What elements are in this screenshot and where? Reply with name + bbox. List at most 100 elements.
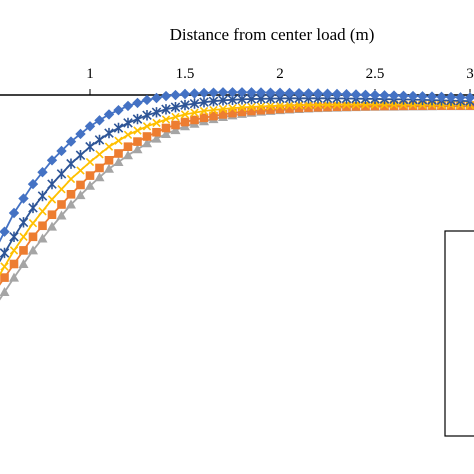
data-point <box>85 180 95 190</box>
data-point <box>76 166 85 175</box>
data-point <box>388 90 400 101</box>
data-point <box>9 246 19 255</box>
data-point <box>350 89 362 100</box>
data-point <box>104 142 114 151</box>
data-point <box>256 102 266 111</box>
data-point <box>161 115 171 124</box>
data-point <box>342 100 351 109</box>
data-point <box>123 142 133 151</box>
series-triangle <box>0 101 474 301</box>
data-point <box>389 101 399 111</box>
data-point <box>342 102 351 111</box>
data-point <box>57 185 66 194</box>
data-point <box>256 105 266 115</box>
data-point <box>180 99 190 111</box>
data-point <box>217 87 229 98</box>
data-point <box>132 144 143 154</box>
data-point <box>293 87 305 99</box>
data-point <box>28 245 38 255</box>
data-point <box>332 100 342 109</box>
data-point <box>199 113 209 123</box>
data-point <box>161 104 171 115</box>
data-point <box>46 155 58 166</box>
data-point <box>294 103 304 113</box>
data-point <box>171 112 180 122</box>
data-point <box>142 138 152 148</box>
data-point <box>19 246 28 255</box>
x-tick-label: 1.5 <box>176 66 195 82</box>
data-point <box>47 210 57 219</box>
data-point <box>228 108 237 118</box>
data-point <box>19 232 28 241</box>
data-point <box>65 136 77 147</box>
data-point <box>38 221 47 231</box>
data-point <box>218 110 228 119</box>
data-point <box>141 94 153 106</box>
data-point <box>332 102 342 112</box>
data-point <box>198 87 210 99</box>
series-diamond <box>0 87 474 251</box>
data-point <box>304 103 313 112</box>
data-point <box>199 96 209 108</box>
data-point <box>190 108 199 117</box>
data-point <box>133 137 142 146</box>
data-point <box>247 102 256 112</box>
data-point <box>114 136 123 145</box>
data-point <box>9 259 19 269</box>
data-point <box>275 104 285 114</box>
data-point <box>151 107 162 118</box>
data-point <box>170 101 181 113</box>
data-point <box>151 133 162 143</box>
data-point <box>303 88 314 99</box>
data-point <box>103 109 115 120</box>
data-point <box>66 158 76 169</box>
data-point <box>151 92 162 104</box>
data-point <box>75 128 86 140</box>
data-point <box>104 163 114 173</box>
data-point <box>75 150 86 161</box>
data-point <box>0 273 9 282</box>
data-point <box>312 88 324 99</box>
data-point <box>94 172 105 182</box>
data-point <box>38 207 47 216</box>
data-point <box>160 90 172 102</box>
data-point <box>114 149 123 158</box>
data-point <box>209 111 218 121</box>
data-point <box>27 178 39 190</box>
data-point <box>398 90 409 101</box>
data-point <box>417 91 428 102</box>
data-point <box>85 171 95 180</box>
data-point <box>284 87 295 99</box>
data-point <box>57 200 66 209</box>
data-point <box>331 88 343 100</box>
x-tick-label: 2 <box>276 66 284 82</box>
series-line <box>0 97 471 263</box>
data-point <box>152 118 161 128</box>
x-tick-label: 3 <box>466 66 474 82</box>
data-point <box>0 287 10 297</box>
data-point <box>161 128 171 138</box>
data-point <box>94 134 105 146</box>
data-point <box>189 98 200 109</box>
x-tick-label: 1 <box>86 66 94 82</box>
data-point <box>179 88 191 100</box>
data-point <box>170 89 181 101</box>
data-point <box>189 88 200 99</box>
data-point <box>123 150 133 160</box>
data-point <box>18 193 29 204</box>
data-point <box>455 92 466 103</box>
data-point <box>370 101 380 111</box>
data-point <box>0 247 10 259</box>
data-point <box>0 262 9 271</box>
data-point <box>66 190 76 199</box>
data-point <box>171 120 180 130</box>
data-point <box>285 101 294 110</box>
data-point <box>285 104 294 113</box>
data-point <box>56 210 67 220</box>
data-point <box>294 101 304 110</box>
data-point <box>464 92 474 103</box>
data-point <box>266 105 275 114</box>
data-point <box>190 115 199 125</box>
data-point <box>18 217 29 228</box>
data-point <box>113 122 124 134</box>
